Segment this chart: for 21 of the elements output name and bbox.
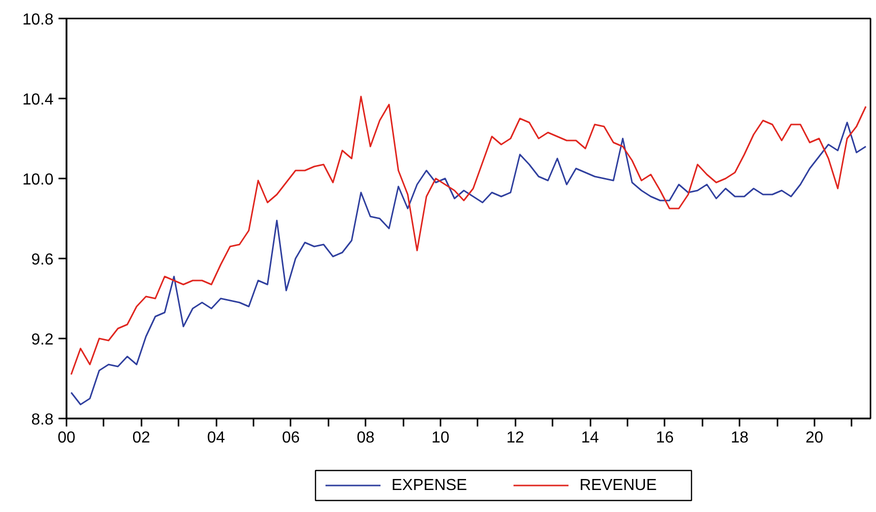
y-tick-label: 10.0 xyxy=(22,172,54,188)
x-tick-label: 14 xyxy=(581,430,600,446)
legend-label: EXPENSE xyxy=(392,477,468,494)
y-tick-label: 10.8 xyxy=(22,12,54,28)
x-tick-label: 04 xyxy=(207,430,226,446)
x-tick-label: 02 xyxy=(132,430,150,446)
x-tick-label: 06 xyxy=(282,430,300,446)
x-tick-label: 16 xyxy=(656,430,674,446)
line-series xyxy=(70,122,867,406)
x-tick-label: 12 xyxy=(506,430,524,446)
y-tick-label: 9.6 xyxy=(31,252,54,268)
x-tick-label: 08 xyxy=(356,430,375,446)
x-tick-label: 00 xyxy=(58,430,76,446)
y-tick-label: 10.4 xyxy=(22,92,54,108)
legend-label: REVENUE xyxy=(580,477,657,494)
x-tick-label: 20 xyxy=(806,430,824,446)
y-tick-label: 8.8 xyxy=(31,412,54,428)
y-tick-label: 9.2 xyxy=(31,332,54,348)
x-tick-label: 18 xyxy=(730,430,749,446)
line-series xyxy=(70,96,867,376)
x-tick-label: 10 xyxy=(432,430,450,446)
